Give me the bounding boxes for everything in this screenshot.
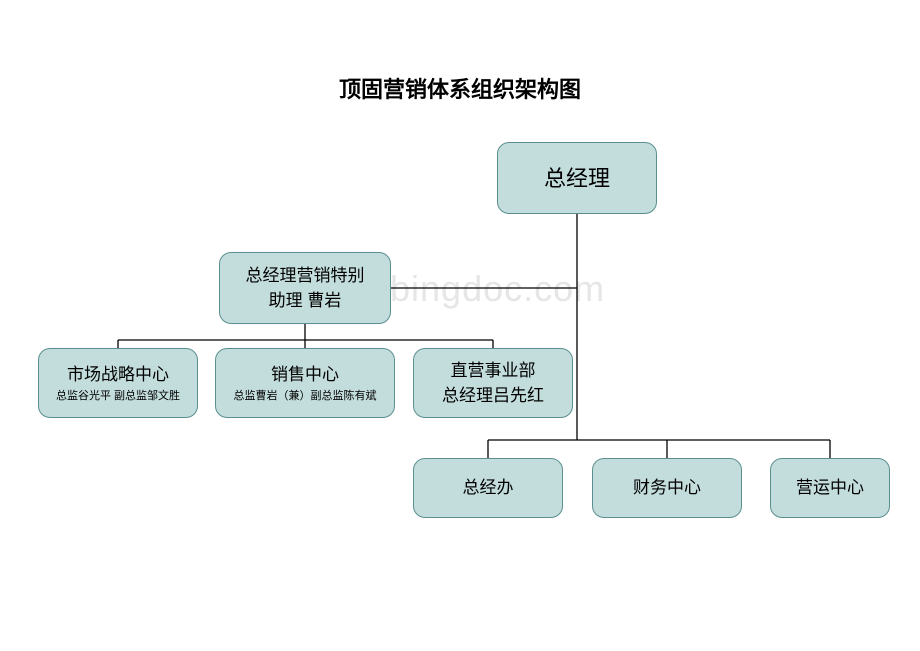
node-finance-line0: 财务中心 [633,475,701,501]
node-direct-line0: 直营事业部 [451,358,536,384]
node-market-line1: 总监谷光平 副总监邹文胜 [56,388,180,405]
node-ops: 营运中心 [770,458,890,518]
node-direct: 直营事业部总经理吕先红 [413,348,573,418]
node-office: 总经办 [413,458,563,518]
node-assist-line1: 助理 曹岩 [269,288,342,314]
node-sales: 销售中心总监曹岩（兼）副总监陈有斌 [215,348,395,418]
node-market: 市场战略中心总监谷光平 副总监邹文胜 [38,348,198,418]
node-market-line0: 市场战略中心 [67,362,169,388]
node-direct-line1: 总经理吕先红 [442,383,544,409]
node-ops-line0: 营运中心 [796,475,864,501]
chart-title: 顶固营销体系组织架构图 [0,72,920,104]
node-sales-line1: 总监曹岩（兼）副总监陈有斌 [234,388,377,405]
node-gm-line0: 总经理 [544,162,610,195]
node-assist-line0: 总经理营销特别 [246,263,365,289]
node-finance: 财务中心 [592,458,742,518]
node-assist: 总经理营销特别助理 曹岩 [219,252,391,324]
node-sales-line0: 销售中心 [271,362,339,388]
node-office-line0: 总经办 [463,475,514,501]
node-gm: 总经理 [497,142,657,214]
